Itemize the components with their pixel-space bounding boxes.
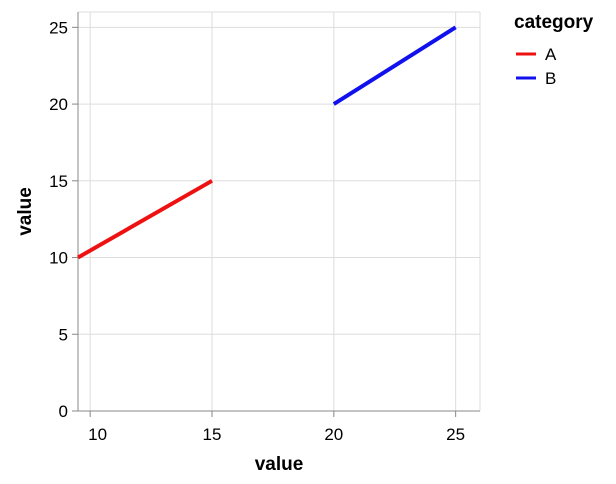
x-tick-label: 20	[324, 425, 343, 444]
legend-label-a: A	[545, 45, 557, 64]
legend-title: category	[514, 12, 594, 33]
y-tick-label: 20	[49, 95, 68, 114]
y-tick-label: 25	[49, 18, 68, 37]
legend-label-b: B	[545, 69, 556, 88]
y-tick-label: 15	[49, 172, 68, 191]
x-tick-label: 10	[88, 425, 107, 444]
y-tick-label: 5	[59, 325, 68, 344]
y-tick-label: 0	[59, 402, 68, 421]
series-line-a	[77, 179, 213, 260]
series-line-b	[332, 25, 457, 106]
x-tick-label: 25	[446, 425, 465, 444]
x-tick-label: 15	[203, 425, 222, 444]
gridlines	[78, 11, 481, 412]
axes: 10 15 20 25 0 5 10 15 20 25	[49, 12, 480, 444]
y-tick-label: 10	[49, 249, 68, 268]
y-axis-title: value	[15, 187, 36, 236]
x-axis-title: value	[255, 454, 304, 475]
series-lines	[77, 25, 457, 260]
legend: category AB	[514, 12, 594, 88]
